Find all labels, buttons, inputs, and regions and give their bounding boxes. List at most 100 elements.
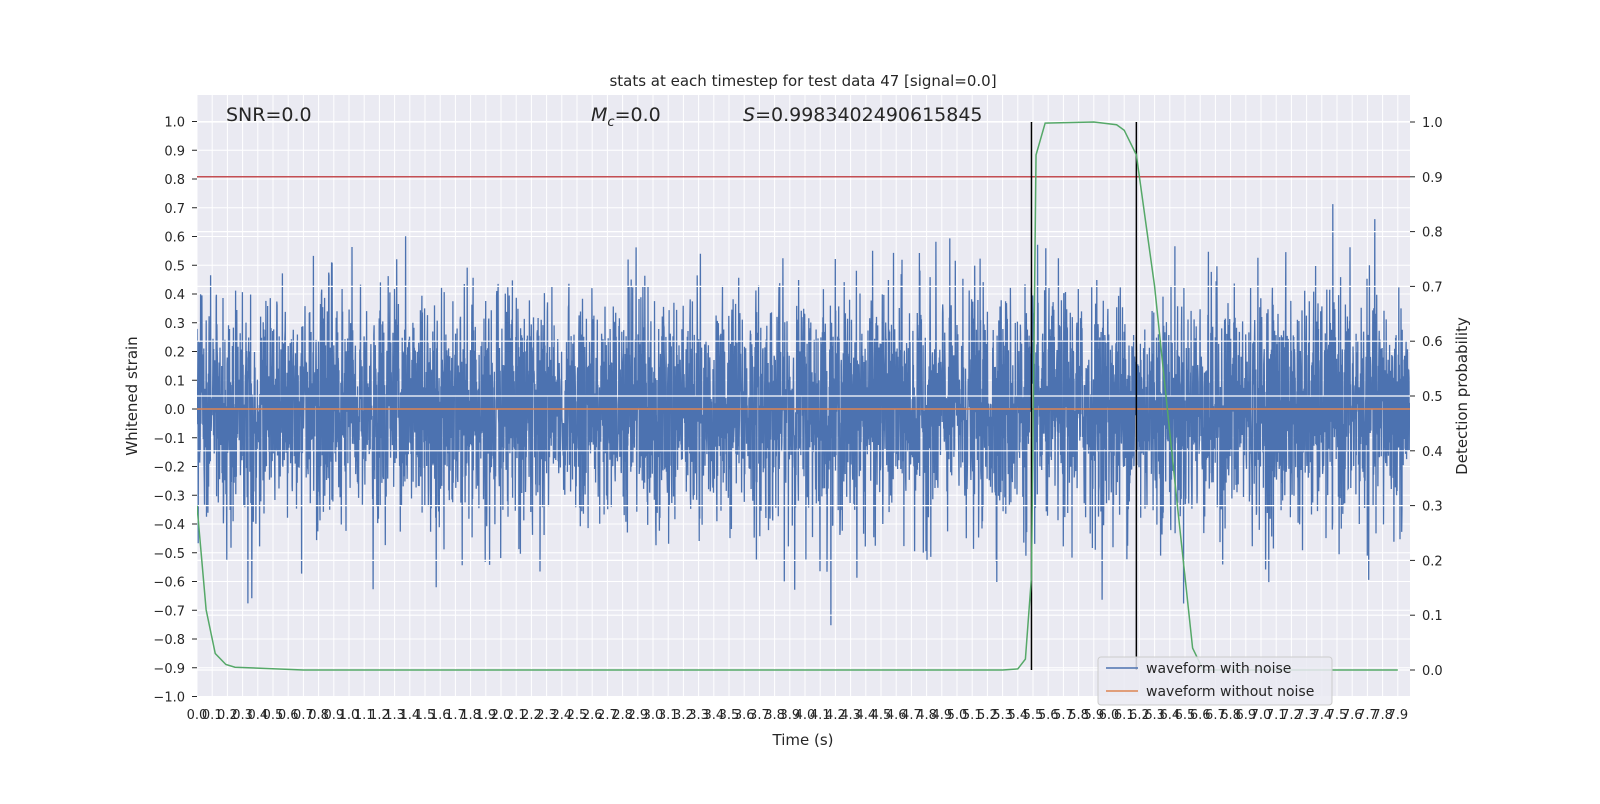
x-tick-label: 6.6 [1190,708,1211,723]
x-tick-label: 3.1 [658,708,679,723]
x-tick-label: 1.6 [430,708,451,723]
snr-annotation: SNR=0.0 [226,104,312,126]
legend-label-noise: waveform with noise [1146,661,1291,677]
x-tick-label: 6.3 [1144,708,1165,723]
legend: waveform with noise waveform without noi… [1097,656,1333,706]
x-tick-label: 6.7 [1205,708,1226,723]
y-tick-label-left: 1.0 [164,116,185,131]
x-tick-label: 5.8 [1068,708,1089,723]
x-axis-label: Time (s) [772,731,834,749]
x-tick-label: 0.3 [232,708,253,723]
x-tick-label: 0.8 [308,708,329,723]
x-tick-label: 7.4 [1311,708,1332,723]
x-tick-label: 2.3 [536,708,557,723]
x-tick-label: 6.5 [1175,708,1196,723]
x-tick-label: 1.8 [460,708,481,723]
x-tick-label: 1.9 [475,708,496,723]
mc-symbol: M [591,104,607,126]
x-tick-label: 4.9 [931,708,952,723]
x-tick-label: 4.7 [901,708,922,723]
x-tick-label: 4.2 [825,708,846,723]
y-tick-label-left: −1.0 [153,691,185,706]
x-tick-label: 3.5 [719,708,740,723]
x-tick-label: 2.8 [612,708,633,723]
s-value: =0.9983402490615845 [755,104,982,126]
y-tick-label-left: −0.9 [153,662,185,677]
y-tick-label-left: 0.0 [164,403,185,418]
x-tick-label: 2.9 [627,708,648,723]
y-tick-label-left: −0.8 [153,633,185,648]
x-tick-label: 1.1 [354,708,375,723]
chart-title: stats at each timestep for test data 47 … [609,72,996,90]
x-tick-label: 5.0 [947,708,968,723]
x-tick-label: 3.8 [764,708,785,723]
y-tick-label-right: 0.9 [1422,171,1443,186]
x-tick-label: 4.6 [886,708,907,723]
x-tick-label: 2.7 [597,708,618,723]
x-tick-label: 2.6 [582,708,603,723]
x-tick-label: 2.4 [551,708,572,723]
y-tick-label-right: 0.4 [1422,445,1443,460]
legend-label-clean: waveform without noise [1146,684,1314,700]
x-tick-label: 7.3 [1296,708,1317,723]
x-tick-label: 5.3 [992,708,1013,723]
x-tick-label: 0.5 [263,708,284,723]
x-tick-label: 4.0 [795,708,816,723]
x-tick-label: 1.4 [399,708,420,723]
x-tick-label: 0.9 [323,708,344,723]
y-tick-label-left: −0.3 [153,489,185,504]
y-tick-label-left: −0.4 [153,518,185,533]
y-tick-label-left: −0.1 [153,432,185,447]
x-tick-label: 0.0 [187,708,208,723]
y-tick-label-left: −0.5 [153,547,185,562]
x-tick-label: 3.2 [673,708,694,723]
y-tick-label-right: 0.7 [1422,280,1443,295]
x-tick-label: 7.9 [1387,708,1408,723]
x-tick-label: 4.3 [840,708,861,723]
y-tick-label-right: 0.2 [1422,554,1443,569]
x-tick-label: 3.9 [779,708,800,723]
detection-probability-line [197,121,1398,671]
x-tick-label: 1.3 [384,708,405,723]
x-tick-label: 6.2 [1129,708,1150,723]
y-tick-label-left: 0.5 [164,259,185,274]
tick-labels: 0.00.10.20.30.40.50.60.70.80.91.01.11.21… [153,116,1442,724]
x-tick-label: 1.0 [339,708,360,723]
x-tick-label: 7.2 [1281,708,1302,723]
x-tick-label: 7.8 [1372,708,1393,723]
mc-subscript: c [607,115,614,130]
x-tick-label: 2.5 [567,708,588,723]
x-tick-label: 5.1 [962,708,983,723]
y-tick-label-right: 0.1 [1422,609,1443,624]
y-tick-label-left: −0.6 [153,576,185,591]
y-tick-label-right: 1.0 [1422,116,1443,131]
x-tick-label: 6.1 [1114,708,1135,723]
y-tick-label-left: 0.7 [164,202,185,217]
x-tick-label: 6.9 [1235,708,1256,723]
x-tick-label: 0.1 [202,708,223,723]
y-tick-label-left: 0.8 [164,173,185,188]
x-tick-label: 7.0 [1251,708,1272,723]
y-tick-label-right: 0.5 [1422,390,1443,405]
x-tick-label: 5.7 [1053,708,1074,723]
y-tick-label-right: 0.3 [1422,500,1443,515]
x-tick-label: 3.3 [688,708,709,723]
x-tick-label: 6.8 [1220,708,1241,723]
x-tick-label: 6.0 [1099,708,1120,723]
y-tick-label-left: 0.6 [164,231,185,246]
x-tick-label: 5.5 [1023,708,1044,723]
x-tick-label: 3.7 [749,708,770,723]
x-tick-label: 2.1 [506,708,527,723]
x-tick-label: 5.2 [977,708,998,723]
x-tick-label: 7.7 [1357,708,1378,723]
x-tick-label: 1.7 [445,708,466,723]
x-tick-label: 7.1 [1266,708,1287,723]
y-tick-label-right: 0.8 [1422,226,1443,241]
x-tick-label: 2.0 [491,708,512,723]
x-tick-label: 3.6 [734,708,755,723]
y-tick-label-left: 0.4 [164,288,185,303]
x-tick-label: 2.2 [521,708,542,723]
y-tick-label-left: −0.7 [153,604,185,619]
x-tick-label: 4.1 [810,708,831,723]
